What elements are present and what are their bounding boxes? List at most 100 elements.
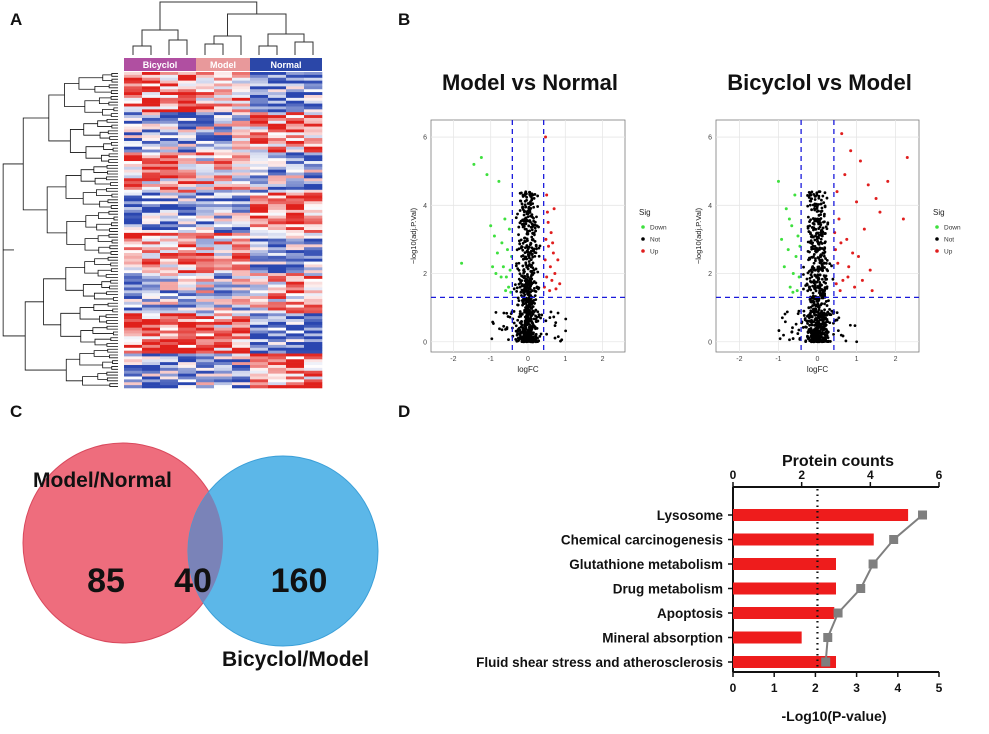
heatmap-cell bbox=[250, 77, 269, 81]
point-not bbox=[517, 239, 521, 243]
heatmap-cell bbox=[304, 230, 323, 234]
heatmap-cell bbox=[178, 290, 197, 294]
point-not bbox=[518, 279, 522, 282]
heatmap-cell bbox=[268, 103, 287, 107]
heatmap-cell bbox=[304, 74, 323, 79]
point-not bbox=[794, 322, 798, 326]
point-not bbox=[817, 257, 821, 260]
heatmap-cell bbox=[304, 117, 323, 122]
heatmap-cell bbox=[160, 365, 179, 369]
x-tick-label: 0 bbox=[526, 356, 530, 363]
heatmap-cell bbox=[124, 238, 143, 242]
point-not bbox=[814, 289, 818, 293]
heatmap-cell bbox=[196, 273, 215, 277]
point-not bbox=[517, 247, 521, 251]
y-axis-label: −log10(adj.P.Val) bbox=[694, 207, 703, 264]
point-not bbox=[529, 252, 533, 255]
heatmap-cell bbox=[268, 244, 287, 248]
row-dendrogram-branch bbox=[108, 84, 118, 89]
row-dendrogram-branch bbox=[109, 285, 118, 290]
heatmap-cell bbox=[142, 166, 161, 170]
point-not bbox=[813, 328, 816, 332]
point-not bbox=[811, 294, 815, 298]
heatmap-cell bbox=[160, 356, 179, 360]
heatmap-cell bbox=[124, 362, 143, 366]
row-dendrogram-branch bbox=[110, 113, 118, 117]
heatmap-cell bbox=[232, 287, 251, 291]
heatmap-cell bbox=[142, 250, 161, 254]
point-not bbox=[817, 266, 821, 270]
point-not bbox=[519, 246, 523, 250]
heatmap-cell bbox=[196, 347, 215, 351]
point-not bbox=[818, 283, 822, 287]
heatmap-cell bbox=[160, 307, 179, 311]
heatmap-cell bbox=[196, 324, 215, 328]
heatmap-cell bbox=[196, 281, 215, 285]
heatmap-cell bbox=[304, 112, 323, 116]
heatmap-cell bbox=[232, 140, 251, 145]
heatmap-cell bbox=[196, 129, 215, 133]
heatmap-cell bbox=[178, 92, 197, 96]
heatmap-cell bbox=[268, 333, 287, 337]
point-not bbox=[823, 232, 827, 235]
heatmap-cell bbox=[214, 296, 233, 300]
heatmap-cell bbox=[286, 379, 305, 383]
point-up bbox=[901, 217, 905, 221]
heatmap-cell bbox=[268, 298, 287, 303]
heatmap-cell bbox=[142, 138, 161, 142]
heatmap-cell bbox=[124, 319, 143, 323]
point-not bbox=[544, 319, 548, 323]
point-not bbox=[814, 316, 818, 320]
heatmap-cell bbox=[304, 241, 323, 245]
heatmap-cell bbox=[142, 192, 161, 196]
heatmap-cell bbox=[196, 175, 215, 179]
venn-set-label-right: Bicyclol/Model bbox=[222, 648, 369, 671]
heatmap-cell bbox=[268, 336, 287, 340]
heatmap-cell bbox=[286, 195, 305, 199]
point-not bbox=[809, 288, 813, 292]
point-not bbox=[820, 296, 824, 300]
pvalue-marker bbox=[833, 608, 843, 618]
heatmap-cell bbox=[124, 80, 143, 84]
heatmap-cell bbox=[196, 301, 215, 305]
heatmap-cell bbox=[178, 192, 197, 196]
heatmap-cell bbox=[268, 158, 287, 162]
point-not bbox=[809, 315, 813, 319]
row-dendrogram-branch bbox=[97, 269, 112, 277]
row-dendrogram-branch bbox=[46, 186, 67, 234]
point-not bbox=[814, 257, 817, 261]
heatmap-cell bbox=[214, 80, 233, 84]
heatmap-cell bbox=[214, 344, 233, 349]
heatmap-cell bbox=[160, 227, 179, 231]
heatmap-cell bbox=[196, 385, 215, 389]
heatmap-cell bbox=[178, 158, 197, 162]
heatmap-cell bbox=[178, 207, 197, 211]
heatmap-cell bbox=[124, 227, 143, 231]
heatmap-cell bbox=[214, 258, 233, 262]
point-not bbox=[522, 299, 526, 302]
point-down bbox=[787, 217, 791, 221]
kegg-category-label: Glutathione metabolism bbox=[569, 557, 723, 572]
point-not bbox=[807, 285, 811, 289]
heatmap-cell bbox=[250, 347, 269, 351]
heatmap-cell bbox=[178, 252, 197, 257]
heatmap-cell bbox=[160, 143, 179, 147]
heatmap-cell bbox=[124, 186, 143, 191]
heatmap-cell bbox=[214, 376, 233, 380]
heatmap-cell bbox=[268, 367, 287, 372]
heatmap-cells bbox=[124, 72, 323, 389]
heatmap-cell bbox=[268, 166, 287, 170]
heatmap-cell bbox=[250, 373, 269, 377]
point-down bbox=[494, 272, 498, 276]
heatmap-cell bbox=[214, 250, 233, 254]
row-dendrogram-branch bbox=[112, 147, 118, 152]
heatmap-cell bbox=[178, 324, 197, 328]
heatmap-cell bbox=[142, 278, 161, 283]
heatmap-cell bbox=[142, 92, 161, 96]
heatmap-cell bbox=[286, 146, 305, 150]
heatmap-cell bbox=[232, 94, 251, 99]
heatmap-cell bbox=[268, 169, 287, 173]
heatmap-cell bbox=[286, 103, 305, 107]
heatmap-cell bbox=[196, 382, 215, 386]
heatmap-cell bbox=[178, 140, 197, 145]
